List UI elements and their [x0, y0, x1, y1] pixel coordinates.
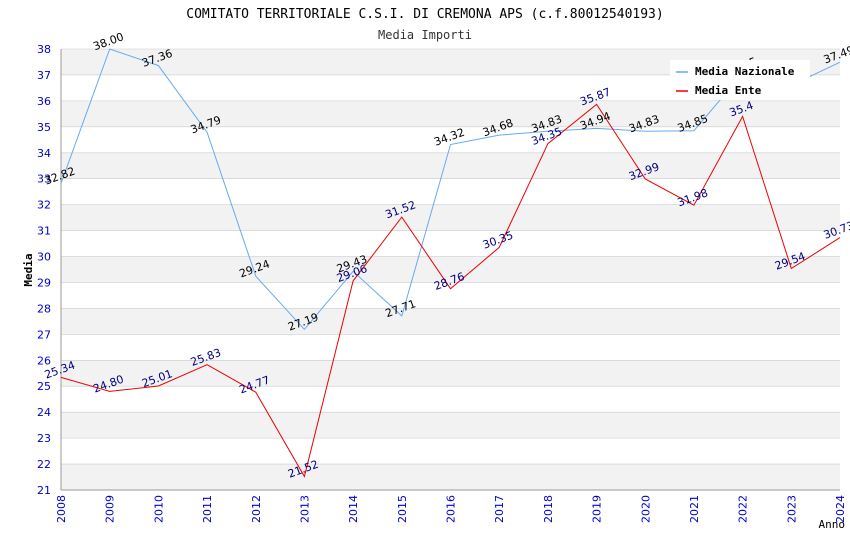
legend-box: [670, 60, 810, 100]
legend-label-media-ente: Media Ente: [695, 84, 762, 97]
y-tick-label: 24: [37, 406, 51, 419]
y-tick-label: 28: [37, 302, 51, 315]
x-tick-label: 2011: [201, 495, 214, 523]
y-tick-label: 26: [37, 354, 51, 367]
x-tick-label: 2020: [639, 495, 652, 523]
y-tick-label: 32: [37, 199, 51, 212]
x-tick-label: 2017: [493, 495, 506, 523]
x-axis-label: Anno: [819, 518, 846, 531]
chart-subtitle: Media Importi: [378, 28, 472, 42]
x-tick-label: 2015: [396, 495, 409, 523]
x-tick-label: 2019: [591, 495, 604, 523]
x-tick-label: 2013: [298, 495, 311, 523]
y-tick-label: 37: [37, 69, 51, 82]
y-tick-label: 23: [37, 432, 51, 445]
x-tick-label: 2014: [347, 495, 360, 523]
series-line-media-ente: [60, 103, 841, 478]
x-tick-label: 2008: [55, 495, 68, 523]
data-label: 34.32: [432, 126, 466, 149]
y-tick-label: 22: [37, 458, 51, 471]
series-line-media-nazionale: [60, 48, 841, 331]
x-tick-label: 2016: [445, 495, 458, 523]
grid-band: [61, 204, 840, 231]
x-tick-label: 2012: [250, 495, 263, 523]
grid-band: [61, 152, 840, 179]
data-label: 32.82: [43, 165, 77, 188]
y-tick-label: 25: [37, 380, 51, 393]
y-tick-label: 30: [37, 251, 51, 264]
y-axis-label: Media: [22, 253, 35, 286]
y-tick-label: 21: [37, 484, 51, 497]
grid-band: [61, 464, 840, 490]
x-tick-label: 2009: [104, 495, 117, 523]
y-tick-label: 33: [37, 173, 51, 186]
legend: Media Nazionale Media Ente: [670, 60, 810, 100]
y-tick-label: 29: [37, 276, 51, 289]
legend-label-media-nazionale: Media Nazionale: [695, 65, 795, 78]
grid-band: [61, 412, 840, 439]
x-tick-label: 2023: [785, 495, 798, 523]
grid-band: [61, 308, 840, 335]
x-tick-label: 2010: [152, 495, 165, 523]
y-tick-label: 34: [37, 147, 51, 160]
y-tick-label: 38: [37, 43, 51, 56]
grid-band: [61, 100, 840, 127]
chart-title: COMITATO TERRITORIALE C.S.I. DI CREMONA …: [186, 7, 663, 22]
y-tick-label: 35: [37, 121, 51, 134]
grid-band: [61, 256, 840, 283]
grid-band: [61, 360, 840, 387]
y-tick-label: 27: [37, 328, 51, 341]
x-tick-label: 2018: [542, 495, 555, 523]
y-tick-label: 36: [37, 95, 51, 108]
x-tick-label: 2021: [688, 495, 701, 523]
x-tick-label: 2024: [834, 495, 847, 523]
y-tick-label: 31: [37, 225, 51, 238]
x-tick-label: 2022: [737, 495, 750, 523]
